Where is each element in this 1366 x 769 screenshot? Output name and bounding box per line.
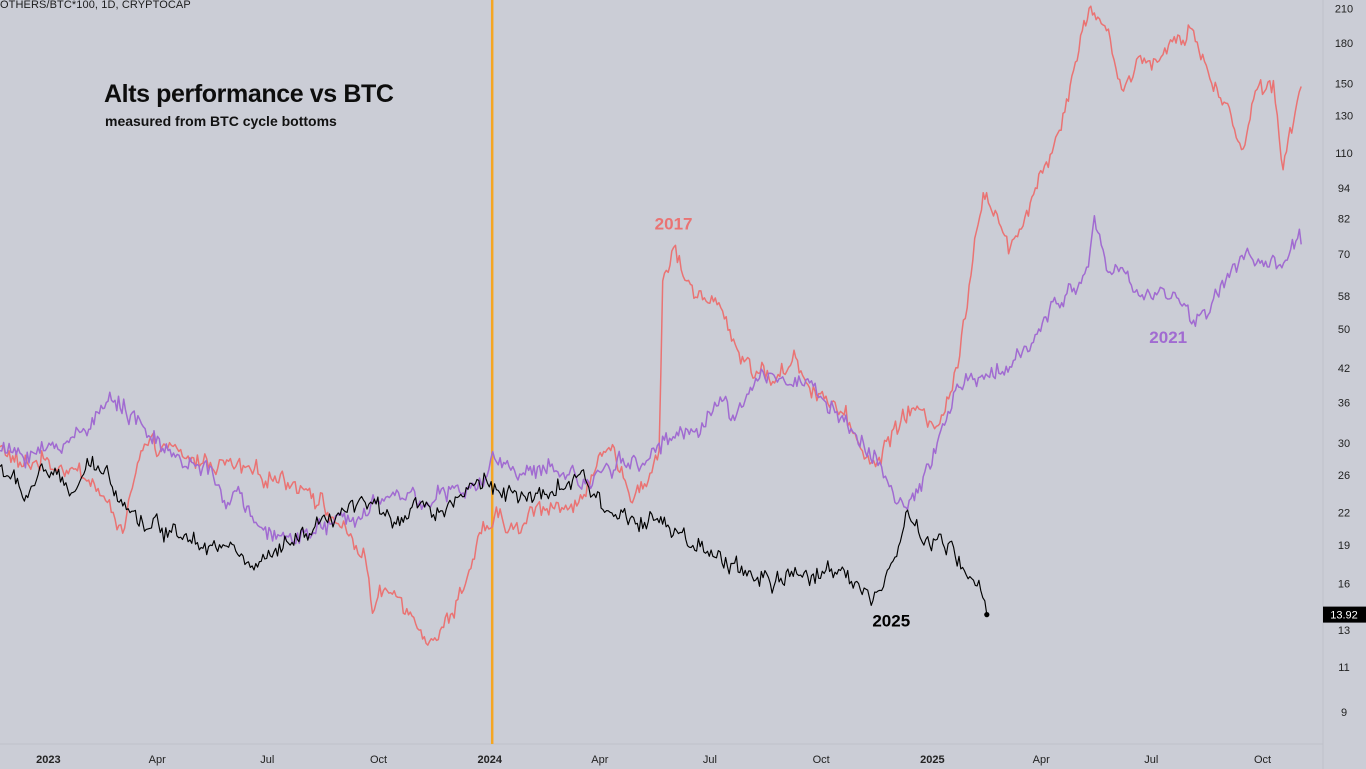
series-label-2021: 2021 (1149, 328, 1187, 347)
price-axis-tick-label: 150 (1335, 79, 1353, 91)
price-axis-tick-label: 30 (1338, 438, 1350, 450)
last-price-label: 13.92 (1323, 606, 1366, 623)
time-axis-tick-label: Oct (1254, 754, 1271, 766)
price-axis: 210 180 150 130 110 94 82 70 58 50 42 36 30 26 22 19 16 1… (1335, 3, 1353, 719)
time-axis: 2023 Apr Jul Oct 2024 Apr Jul Oct 2025 Apr Jul Oct (36, 754, 1271, 766)
price-axis-tick-label: 50 (1338, 324, 1350, 336)
series-line-2017 (0, 5, 1302, 646)
time-axis-tick-label: Jul (1144, 754, 1158, 766)
time-axis-tick-label: Jul (260, 754, 274, 766)
series-label-2017: 2017 (655, 215, 693, 234)
time-axis-tick-label: Apr (149, 754, 166, 766)
price-axis-tick-label: 13 (1338, 625, 1350, 637)
time-axis-tick-label: 2023 (36, 754, 60, 766)
time-axis-tick-label: Oct (813, 754, 830, 766)
time-axis-tick-label: Apr (591, 754, 608, 766)
price-axis-tick-label: 110 (1335, 148, 1353, 160)
series-line-2025 (0, 455, 988, 615)
price-axis-tick-label: 94 (1338, 183, 1350, 195)
price-axis-tick-label: 26 (1338, 470, 1350, 482)
price-axis-tick-label: 36 (1338, 397, 1350, 409)
price-axis-tick-label: 210 (1335, 3, 1353, 15)
price-axis-tick-label: 70 (1338, 249, 1350, 261)
last-price-label-box (1323, 606, 1366, 623)
price-axis-tick-label: 180 (1335, 38, 1353, 50)
price-axis-tick-label: 22 (1338, 507, 1350, 519)
time-axis-tick-label: Oct (370, 754, 387, 766)
series-line-2021 (0, 214, 1302, 545)
series-2025-last-point (984, 612, 990, 618)
price-axis-tick-label: 130 (1335, 110, 1353, 122)
time-axis-tick-label: Jul (703, 754, 717, 766)
price-axis-tick-label: 11 (1338, 662, 1349, 674)
symbol-header: OTHERS/BTC*100, 1D, CRYPTOCAP (0, 0, 191, 11)
price-axis-tick-label: 19 (1338, 540, 1350, 552)
price-axis-tick-label: 42 (1338, 363, 1350, 375)
time-axis-tick-label: 2025 (920, 754, 944, 766)
price-axis-tick-label: 16 (1338, 578, 1350, 590)
price-axis-tick-label: 58 (1338, 291, 1350, 303)
time-axis-tick-label: 2024 (478, 754, 503, 766)
series-labels: 2017 2021 2025 (655, 215, 1187, 631)
series-layer (0, 5, 1302, 646)
time-axis-tick-label: Apr (1033, 754, 1050, 766)
price-axis-tick-label: 82 (1338, 213, 1350, 225)
last-price-label-text: 13.92 (1330, 610, 1358, 622)
chart-subtitle: measured from BTC cycle bottoms (105, 113, 337, 129)
price-axis-tick-label: 9 (1341, 707, 1347, 719)
series-label-2025: 2025 (872, 611, 910, 630)
chart-title: Alts performance vs BTC (104, 80, 394, 108)
